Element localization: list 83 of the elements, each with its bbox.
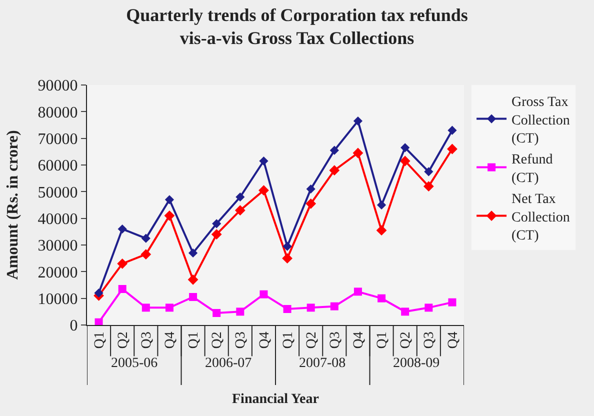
x-axis-title: Financial Year xyxy=(232,392,319,408)
point xyxy=(306,304,315,312)
point xyxy=(188,248,198,258)
x-tick-label: Q1 xyxy=(186,332,202,349)
x-tick-label: Q3 xyxy=(139,332,154,349)
x-tick-label: Q2 xyxy=(116,332,131,349)
y-tick-label: 0 xyxy=(70,318,78,335)
x-tick-label: Q4 xyxy=(257,332,272,349)
y-tick-label: 10000 xyxy=(38,290,78,308)
point xyxy=(118,224,127,234)
point xyxy=(378,294,386,302)
x-tick-label: Q4 xyxy=(163,332,178,349)
point xyxy=(164,195,174,204)
point xyxy=(165,304,174,312)
x-tick-label: Q4 xyxy=(352,332,367,349)
point xyxy=(234,205,246,216)
point xyxy=(260,290,268,298)
chart-title: Quarterly trends of Corporation tax refunds vis-a-vis Gross Tax Collections xyxy=(126,4,468,48)
point xyxy=(188,274,198,285)
y-tick-label: 30000 xyxy=(38,238,78,255)
text: 2005-06 xyxy=(111,356,158,371)
point xyxy=(282,253,292,264)
point xyxy=(282,242,292,251)
x-tick-label: Q1 xyxy=(280,332,296,349)
y-axis-title: Amount (Rs. in crore) xyxy=(4,130,22,280)
point xyxy=(447,144,458,154)
point xyxy=(117,258,128,269)
point xyxy=(306,198,316,209)
point xyxy=(211,229,222,240)
y-tick-label: 60000 xyxy=(38,158,78,175)
point xyxy=(259,156,268,166)
x-tick-label: Q3 xyxy=(328,332,343,349)
text: 2008-09 xyxy=(393,356,440,371)
point xyxy=(118,285,126,293)
legend-label: Gross Tax Collection (CT) xyxy=(512,95,570,146)
point xyxy=(401,308,410,316)
point xyxy=(94,318,103,325)
point xyxy=(376,225,387,236)
y-tick-label: 70000 xyxy=(38,130,78,148)
point xyxy=(448,298,456,306)
text: 2007-08 xyxy=(299,356,346,371)
point xyxy=(141,234,150,243)
point xyxy=(424,304,433,312)
text: 2006-07 xyxy=(205,356,252,371)
y-tick-label: 40000 xyxy=(38,210,78,228)
point xyxy=(330,302,338,310)
point xyxy=(236,192,245,202)
point xyxy=(353,116,363,126)
point xyxy=(354,288,362,296)
x-tick-label: Q2 xyxy=(210,332,226,349)
x-tick-label: Q2 xyxy=(398,332,414,349)
point xyxy=(306,184,316,194)
point xyxy=(189,293,198,301)
legend-label: Refund (CT) xyxy=(512,152,553,186)
point xyxy=(330,146,339,155)
x-tick-label: Q4 xyxy=(446,332,461,349)
point xyxy=(376,200,386,210)
point xyxy=(140,249,152,260)
y-tick-label: 80000 xyxy=(38,104,78,122)
x-tick-label: Q3 xyxy=(422,332,438,349)
point xyxy=(352,148,364,158)
point xyxy=(212,219,222,228)
x-tick-label: Q1 xyxy=(92,332,108,349)
y-tick-label: 90000 xyxy=(38,78,78,95)
point xyxy=(423,181,434,192)
x-tick-label: Q1 xyxy=(375,332,390,349)
y-tick-label: 50000 xyxy=(38,184,78,202)
point xyxy=(258,185,269,196)
legend-label: Net Tax Collection (CT) xyxy=(512,192,570,244)
point xyxy=(212,309,221,317)
x-tick-label: Q2 xyxy=(304,332,320,349)
point xyxy=(448,126,457,135)
point xyxy=(236,308,244,316)
x-tick-label: Q3 xyxy=(234,332,249,349)
y-tick-label: 20000 xyxy=(38,264,78,282)
point xyxy=(164,210,175,221)
point xyxy=(329,165,340,176)
point xyxy=(94,288,104,298)
point xyxy=(400,156,410,166)
point xyxy=(400,143,410,152)
point xyxy=(283,305,292,313)
point xyxy=(142,304,150,312)
point xyxy=(424,167,434,176)
